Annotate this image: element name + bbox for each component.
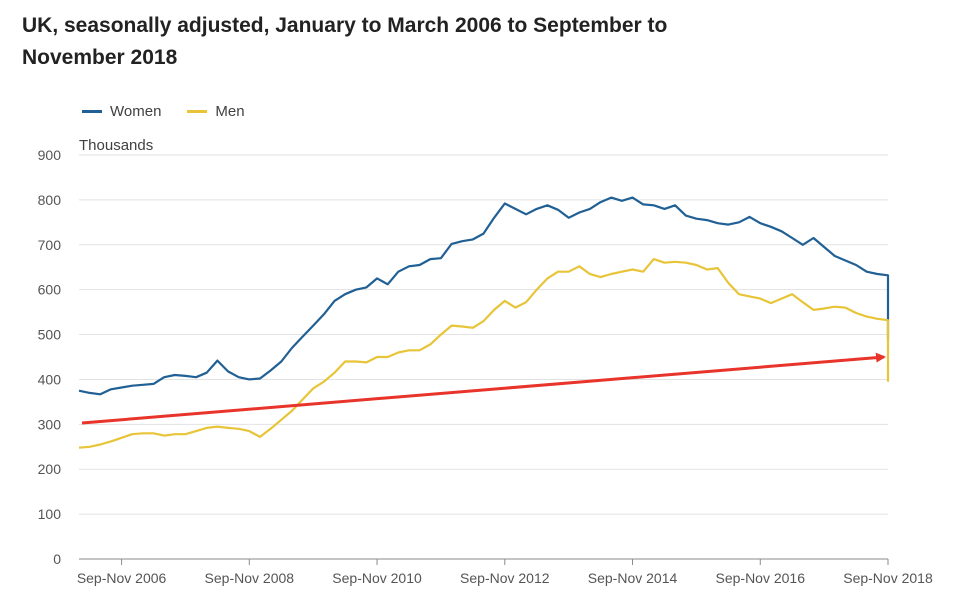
y-tick-label-800: 800: [38, 192, 62, 208]
x-tick-label-5: Sep-Nov 2016: [716, 570, 806, 586]
x-tick-label-3: Sep-Nov 2012: [460, 570, 550, 586]
y-tick-label-200: 200: [38, 461, 62, 477]
legend-label-women: Women: [110, 103, 162, 120]
x-tick-label-0: Sep-Nov 2006: [77, 570, 167, 586]
legend-label-men: Men: [215, 103, 245, 120]
y-tick-label-400: 400: [38, 371, 62, 387]
y-axis-unit-label: Thousands: [79, 137, 154, 154]
y-tick-label-900: 900: [38, 147, 62, 163]
legend-swatch-men: [187, 110, 208, 113]
y-tick-label-700: 700: [38, 237, 62, 253]
chart-title: UK, seasonally adjusted, January to Marc…: [22, 14, 668, 69]
legend-swatch-women: [82, 110, 102, 113]
x-tick-label-4: Sep-Nov 2014: [588, 570, 678, 586]
x-tick-label-6: Sep-Nov 2018: [843, 570, 933, 586]
series-line-men: [78, 258, 890, 449]
series-line-women: [78, 196, 890, 396]
legend: Women Men: [82, 103, 245, 120]
x-tick-label-1: Sep-Nov 2008: [205, 570, 295, 586]
legend-item-men[interactable]: Men: [187, 103, 245, 120]
y-tick-label-500: 500: [38, 327, 62, 343]
legend-item-women[interactable]: Women: [82, 103, 161, 120]
y-tick-label-0: 0: [53, 551, 61, 567]
y-tick-label-300: 300: [38, 416, 62, 432]
trend-arrow: [81, 352, 886, 425]
y-tick-label-100: 100: [38, 506, 62, 522]
x-tick-label-2: Sep-Nov 2010: [332, 570, 422, 586]
y-tick-label-600: 600: [38, 282, 62, 298]
